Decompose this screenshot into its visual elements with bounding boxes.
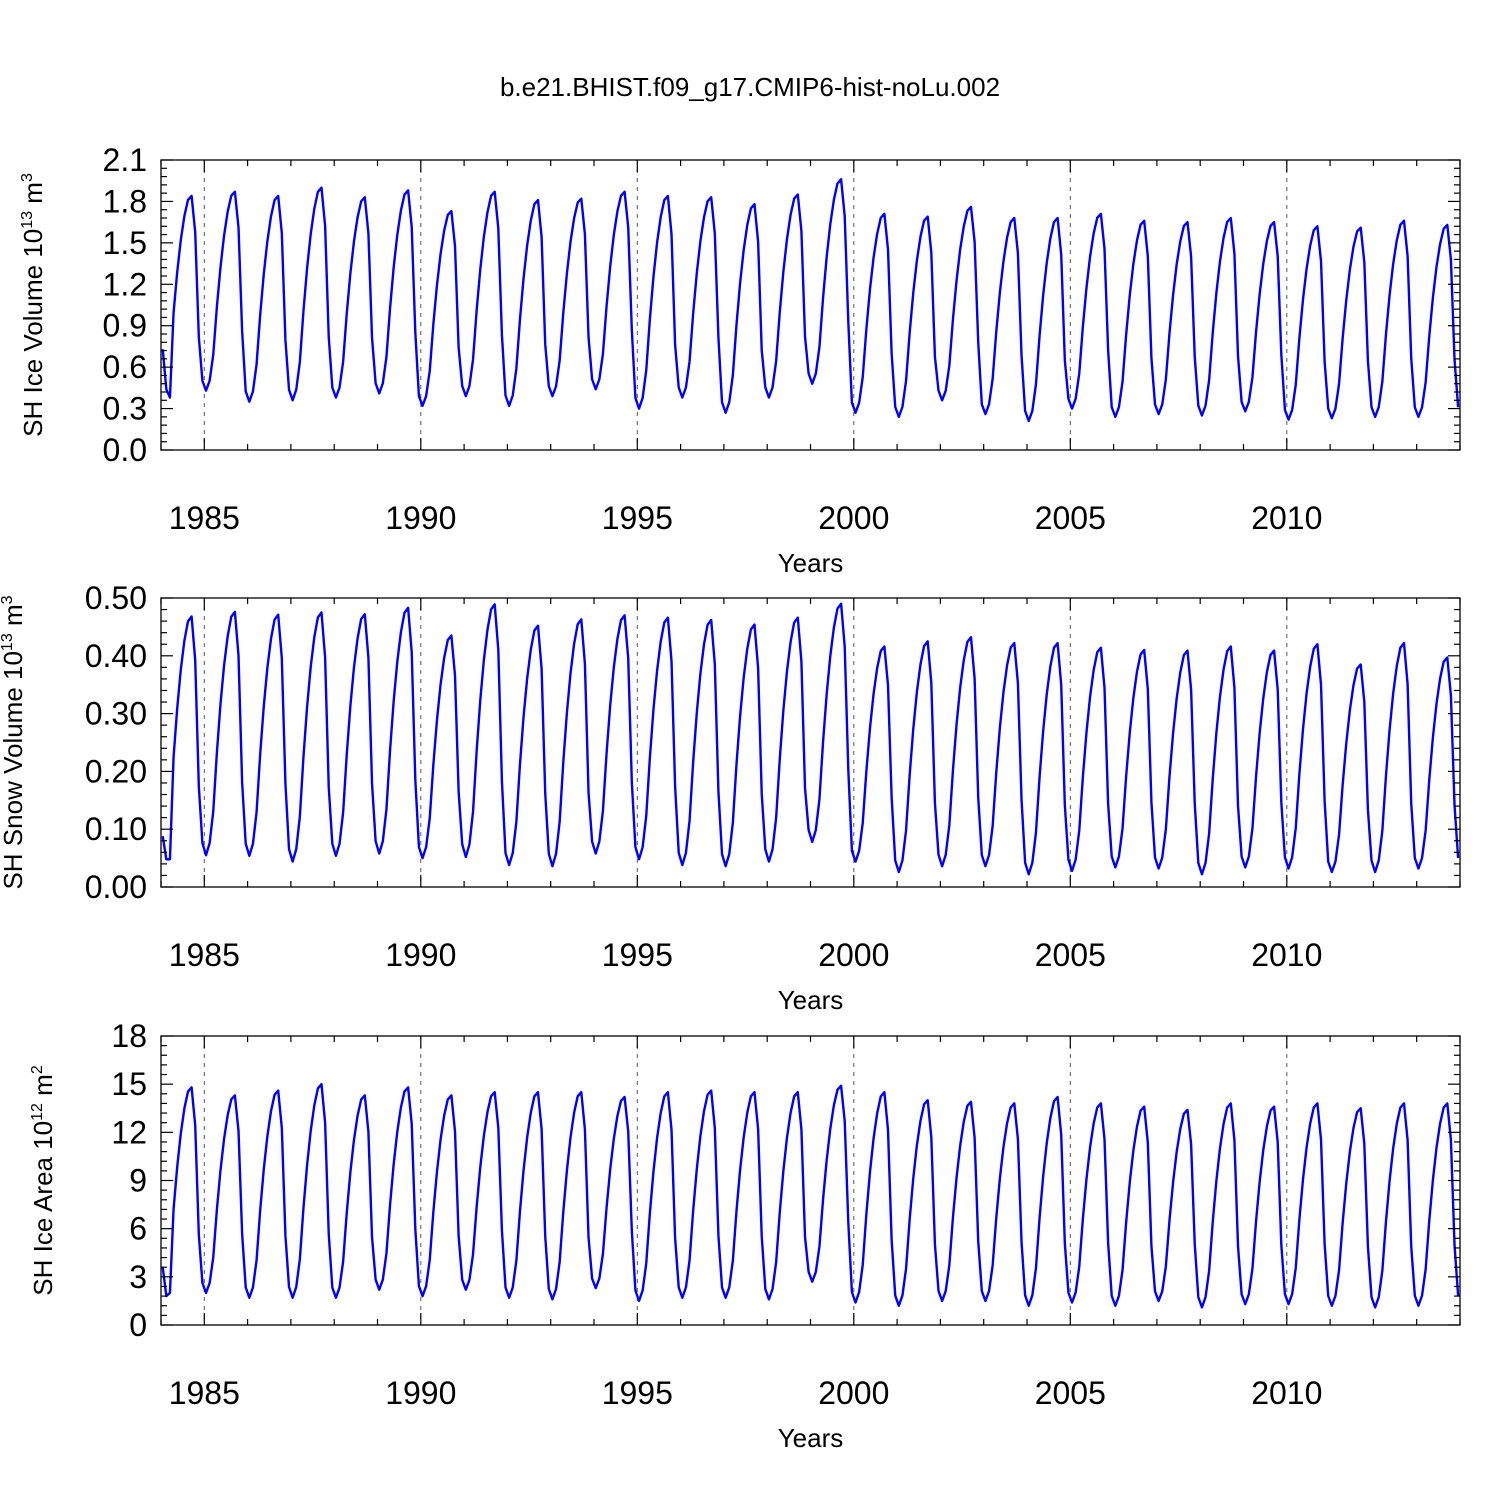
- y-tick-label: 0.3: [103, 391, 147, 427]
- x-axis-label: Years: [778, 985, 844, 1015]
- plot-frame: [160, 597, 1461, 888]
- y-tick-label: 6: [129, 1211, 147, 1247]
- y-tick-label: 3: [129, 1259, 147, 1295]
- x-tick-label: 2010: [1251, 1375, 1322, 1411]
- y-tick-label: 0.40: [85, 638, 147, 674]
- panel-3: 1985 1990 1995 2000 2005 2010 0 3 6 9 12 15 18 Years S…: [28, 1018, 1461, 1453]
- x-tick-label: 2005: [1035, 1375, 1106, 1411]
- x-tick-label: 1990: [385, 937, 456, 973]
- y-tick-label: 0.6: [103, 349, 147, 385]
- y-tick-label: 0.0: [103, 432, 147, 468]
- y-tick-label: 2.1: [103, 142, 147, 178]
- x-axis-label: Years: [778, 1423, 844, 1453]
- y-tick-label: 0.9: [103, 308, 147, 344]
- plot-frame: [160, 159, 1461, 451]
- y-axis-label: SH Ice Area 1012 m2: [28, 1065, 58, 1296]
- x-tick-label: 2000: [818, 1375, 889, 1411]
- x-tick-label: 1985: [169, 500, 240, 536]
- x-tick-label: 2010: [1251, 500, 1322, 536]
- series-line: [161, 1082, 1460, 1309]
- y-tick-label: 1.2: [103, 266, 147, 302]
- series-line: [161, 178, 1460, 423]
- y-tick-label: 0.50: [85, 580, 147, 616]
- y-tick-label: 0: [129, 1307, 147, 1343]
- x-tick-label: 1985: [169, 937, 240, 973]
- x-tick-label: 1990: [385, 1375, 456, 1411]
- panel-2: 1985 1990 1995 2000 2005 2010 0.00 0.10 0.20 0.30…: [0, 580, 1461, 1015]
- y-tick-label: 0.30: [85, 696, 147, 732]
- x-tick-label: 1985: [169, 1375, 240, 1411]
- y-tick-label: 12: [111, 1114, 147, 1150]
- y-tick-label: 0.20: [85, 753, 147, 789]
- figure-title: b.e21.BHIST.f09_g17.CMIP6-hist-noLu.002: [500, 72, 1000, 102]
- x-tick-label: 1995: [602, 937, 673, 973]
- x-tick-label: 1995: [602, 1375, 673, 1411]
- x-tick-label: 1995: [602, 500, 673, 536]
- x-tick-label: 2005: [1035, 500, 1106, 536]
- y-tick-label: 0.00: [85, 869, 147, 905]
- x-tick-label: 2005: [1035, 937, 1106, 973]
- x-tick-label: 1990: [385, 500, 456, 536]
- x-axis-label: Years: [778, 548, 844, 578]
- y-axis-label: SH Ice Volume 1013 m3: [18, 173, 48, 437]
- x-tick-label: 2000: [818, 937, 889, 973]
- y-axis-label: SH Snow Volume 1013 m3: [0, 595, 28, 889]
- y-tick-label: 1.5: [103, 225, 147, 261]
- panel-1: 1985 1990 1995 2000 2005 2010 0.0 0.3 0.6 0.9 1.2 1…: [18, 142, 1461, 578]
- x-tick-label: 2000: [818, 500, 889, 536]
- y-tick-label: 0.10: [85, 811, 147, 847]
- series-line: [161, 602, 1460, 876]
- y-tick-label: 15: [111, 1066, 147, 1102]
- x-tick-label: 2010: [1251, 937, 1322, 973]
- y-tick-label: 18: [111, 1018, 147, 1054]
- y-tick-label: 1.8: [103, 183, 147, 219]
- y-tick-label: 9: [129, 1163, 147, 1199]
- panels-group: 1985 1990 1995 2000 2005 2010 0.0 0.3 0.6 0.9 1.2 1…: [0, 142, 1461, 1453]
- plot-frame: [160, 1035, 1461, 1326]
